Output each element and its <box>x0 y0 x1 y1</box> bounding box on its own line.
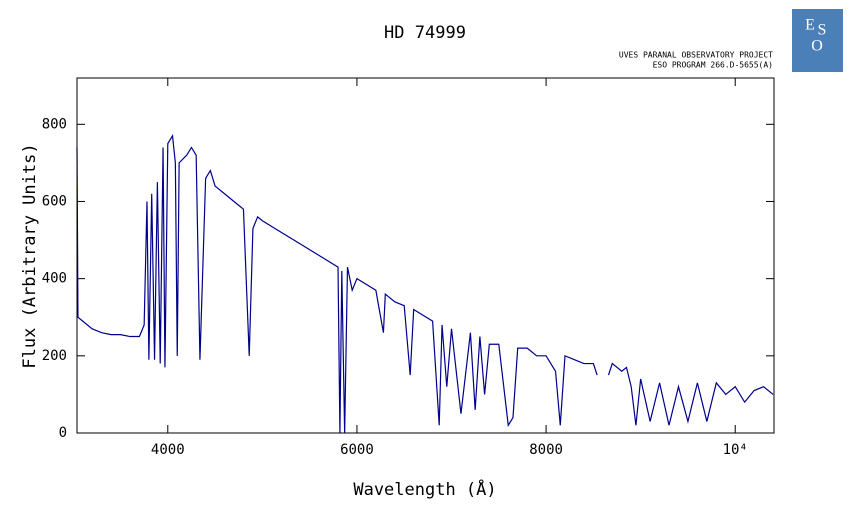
logo-letter: E <box>805 17 815 34</box>
y-tick-label: 400 <box>42 271 67 287</box>
spectrum-line <box>76 134 774 434</box>
y-tick-label: 0 <box>59 425 67 441</box>
subtitle: ESO PROGRAM 266.D-5655(A) <box>653 61 773 70</box>
x-tick-label: 8000 <box>529 442 563 458</box>
subtitle: UVES PARANAL OBSERVATORY PROJECT <box>619 51 773 60</box>
x-axis-label: Wavelength (Å) <box>353 478 496 500</box>
y-tick-label: 600 <box>42 193 67 209</box>
x-tick-label: 6000 <box>340 442 374 458</box>
chart-title: HD 74999 <box>384 23 466 43</box>
logo-letter: O <box>811 38 823 55</box>
y-tick-label: 200 <box>42 348 67 364</box>
x-tick-label: 10⁴ <box>723 442 748 458</box>
x-tick-label: 4000 <box>151 442 185 458</box>
logo-box <box>792 9 843 72</box>
y-axis-label: Flux (Arbitrary Units) <box>20 143 40 368</box>
logo-letter: S <box>818 22 827 39</box>
plot-frame <box>76 77 775 434</box>
y-tick-label: 800 <box>42 116 67 132</box>
